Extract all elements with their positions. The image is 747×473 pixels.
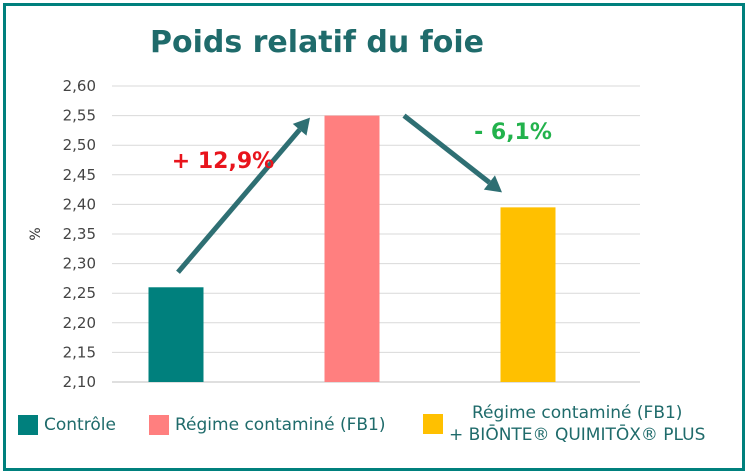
y-tick-label: 2,25 bbox=[63, 284, 96, 302]
y-axis-ticks: 2,10 2,15 2,20 2,25 2,30 2,35 2,40 2,45 2,50 2,55… bbox=[63, 77, 96, 391]
annotation-increase: + 12,9% bbox=[172, 149, 274, 174]
bar-1 bbox=[148, 287, 204, 382]
y-tick-label: 2,30 bbox=[63, 255, 96, 273]
bars bbox=[148, 115, 556, 382]
y-tick-label: 2,20 bbox=[63, 314, 96, 332]
y-tick-label: 2,60 bbox=[63, 77, 96, 95]
bar-3 bbox=[500, 207, 556, 382]
arrow-down bbox=[402, 113, 502, 193]
y-axis-label: % bbox=[28, 227, 44, 240]
legend-label-line2: + BIŌNTE® QUIMITŌX® PLUS bbox=[449, 425, 706, 445]
legend-label: Régime contaminé (FB1) bbox=[175, 415, 386, 435]
y-tick-label: 2,45 bbox=[63, 166, 96, 184]
legend: Contrôle Régime contaminé (FB1) Régime c… bbox=[18, 400, 733, 460]
legend-item-regime-contamine: Régime contaminé (FB1) bbox=[149, 414, 386, 436]
annotation-decrease: - 6,1% bbox=[474, 120, 552, 145]
y-tick-label: 2,40 bbox=[63, 195, 96, 213]
legend-label-line1: Régime contaminé (FB1) bbox=[471, 403, 683, 423]
y-tick-label: 2,55 bbox=[63, 107, 96, 125]
y-tick-label: 2,15 bbox=[63, 343, 96, 361]
legend-swatch bbox=[18, 415, 38, 435]
arrows bbox=[176, 113, 502, 274]
arrow-up bbox=[176, 117, 310, 274]
legend-item-controle: Contrôle bbox=[18, 414, 116, 436]
y-tick-label: 2,10 bbox=[63, 373, 96, 391]
y-tick-label: 2,35 bbox=[63, 225, 96, 243]
legend-swatch bbox=[149, 415, 169, 435]
chart-frame bbox=[3, 3, 745, 471]
chart-title: Poids relatif du foie bbox=[150, 25, 484, 60]
legend-item-regime-contamine-biotne: Régime contaminé (FB1) + BIŌNTE® QUIMITŌ… bbox=[423, 402, 705, 446]
bar-2 bbox=[324, 115, 380, 382]
legend-label: Contrôle bbox=[44, 415, 116, 435]
legend-swatch bbox=[423, 414, 443, 434]
y-tick-label: 2,50 bbox=[63, 136, 96, 154]
